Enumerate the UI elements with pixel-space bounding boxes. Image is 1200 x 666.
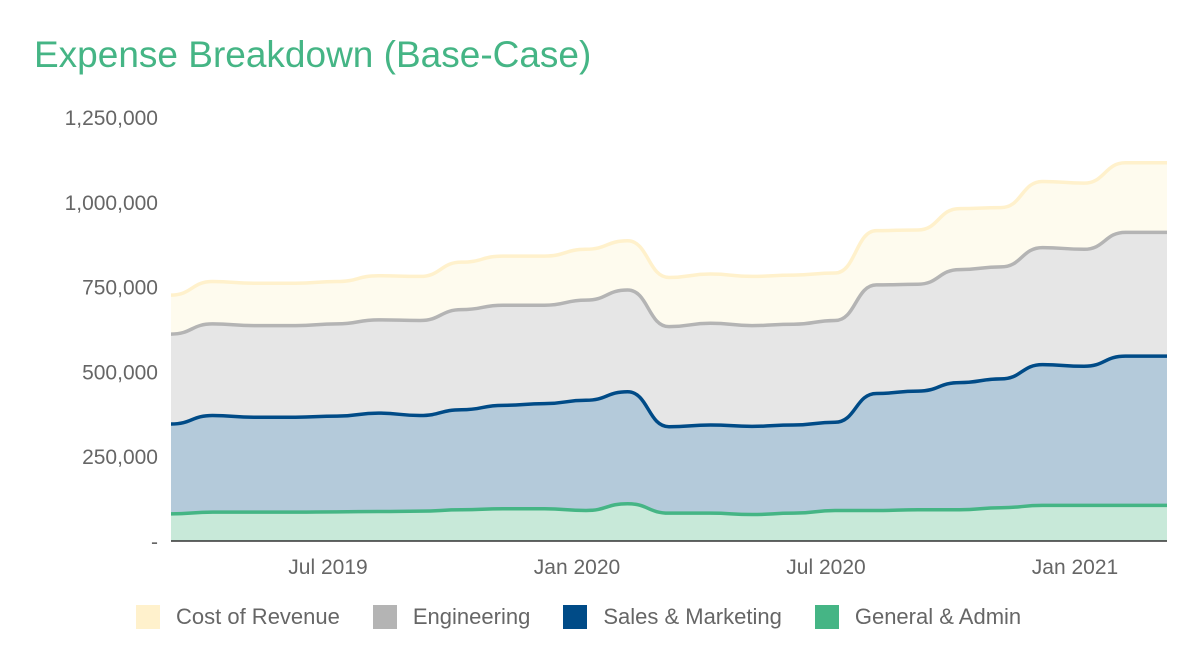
legend-item: Sales & Marketing — [563, 604, 782, 630]
legend-item: General & Admin — [814, 604, 1022, 630]
line-cost-of-revenue — [170, 161, 1167, 297]
area-cost-of-revenue — [171, 162, 1167, 335]
legend-swatch — [372, 605, 397, 629]
y-tick-label: 750,000 — [82, 277, 158, 300]
y-tick-label: 1,000,000 — [65, 192, 158, 215]
legend-swatch — [136, 605, 160, 629]
y-tick-label: - — [151, 531, 158, 554]
line-sales-marketing — [170, 354, 1167, 429]
legend-item: Cost of Revenue — [136, 604, 340, 630]
x-tick-label: Jan 2020 — [534, 556, 620, 579]
line-engineering — [170, 230, 1167, 336]
x-tick-label: Jan 2021 — [1032, 556, 1118, 579]
area-general-admin — [171, 503, 1167, 541]
legend-item: Engineering — [372, 604, 531, 630]
y-tick-label: 250,000 — [82, 446, 158, 469]
legend-swatch — [563, 605, 588, 629]
x-tick-label: Jul 2020 — [786, 556, 865, 579]
legend-label: Sales & Marketing — [603, 604, 782, 629]
y-tick-label: 1,250,000 — [65, 107, 158, 130]
legend-label: Cost of Revenue — [176, 604, 340, 629]
legend-swatch — [814, 605, 839, 629]
legend-label: General & Admin — [854, 604, 1022, 629]
chart-title: Expense Breakdown (Base-Case) — [34, 34, 592, 75]
legend-label: Engineering — [412, 604, 531, 629]
line-general-admin — [170, 501, 1167, 517]
area-engineering — [171, 232, 1167, 427]
area-sales-marketing — [171, 356, 1167, 515]
legend: Cost of Revenue Engineering Sales & Market… — [136, 604, 1054, 630]
x-tick-label: Jul 2019 — [288, 556, 367, 579]
y-tick-label: 500,000 — [82, 361, 158, 384]
